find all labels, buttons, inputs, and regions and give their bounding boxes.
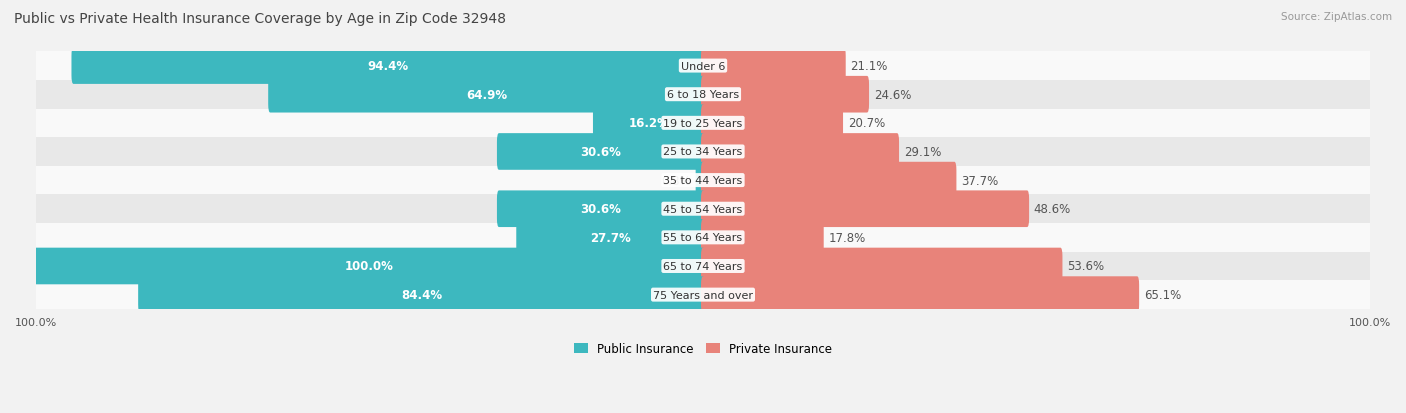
Text: 27.7%: 27.7% bbox=[591, 231, 631, 244]
Text: 25 to 34 Years: 25 to 34 Years bbox=[664, 147, 742, 157]
Text: 37.7%: 37.7% bbox=[962, 174, 998, 187]
FancyBboxPatch shape bbox=[702, 105, 844, 142]
FancyBboxPatch shape bbox=[702, 134, 898, 171]
FancyBboxPatch shape bbox=[593, 105, 704, 142]
FancyBboxPatch shape bbox=[34, 248, 704, 285]
Bar bbox=[37, 252, 1369, 280]
Text: 84.4%: 84.4% bbox=[401, 288, 441, 301]
FancyBboxPatch shape bbox=[702, 77, 869, 113]
Text: 94.4%: 94.4% bbox=[368, 60, 409, 73]
Text: 48.6%: 48.6% bbox=[1033, 203, 1071, 216]
Text: 53.6%: 53.6% bbox=[1067, 260, 1104, 273]
Text: 35 to 44 Years: 35 to 44 Years bbox=[664, 176, 742, 186]
FancyBboxPatch shape bbox=[72, 48, 704, 85]
Text: 24.6%: 24.6% bbox=[873, 88, 911, 102]
FancyBboxPatch shape bbox=[496, 191, 704, 228]
Bar bbox=[37, 195, 1369, 223]
FancyBboxPatch shape bbox=[696, 162, 704, 199]
Text: 45 to 54 Years: 45 to 54 Years bbox=[664, 204, 742, 214]
Text: 55 to 64 Years: 55 to 64 Years bbox=[664, 233, 742, 243]
Text: 20.7%: 20.7% bbox=[848, 117, 884, 130]
FancyBboxPatch shape bbox=[702, 162, 956, 199]
FancyBboxPatch shape bbox=[702, 191, 1029, 228]
Bar bbox=[37, 223, 1369, 252]
Text: 21.1%: 21.1% bbox=[851, 60, 887, 73]
Text: 30.6%: 30.6% bbox=[581, 146, 621, 159]
Bar bbox=[37, 81, 1369, 109]
Text: 75 Years and over: 75 Years and over bbox=[652, 290, 754, 300]
Bar bbox=[37, 280, 1369, 309]
Bar bbox=[37, 166, 1369, 195]
Text: 64.9%: 64.9% bbox=[465, 88, 508, 102]
FancyBboxPatch shape bbox=[496, 134, 704, 171]
Text: 65 to 74 Years: 65 to 74 Years bbox=[664, 261, 742, 271]
FancyBboxPatch shape bbox=[702, 48, 846, 85]
Bar bbox=[37, 138, 1369, 166]
FancyBboxPatch shape bbox=[702, 219, 824, 256]
Text: 30.6%: 30.6% bbox=[581, 203, 621, 216]
Text: Under 6: Under 6 bbox=[681, 62, 725, 71]
Text: 19 to 25 Years: 19 to 25 Years bbox=[664, 119, 742, 128]
Text: 65.1%: 65.1% bbox=[1144, 288, 1181, 301]
Text: 100.0%: 100.0% bbox=[344, 260, 394, 273]
Text: 16.2%: 16.2% bbox=[628, 117, 669, 130]
FancyBboxPatch shape bbox=[269, 77, 704, 113]
Legend: Public Insurance, Private Insurance: Public Insurance, Private Insurance bbox=[569, 337, 837, 360]
Text: 6 to 18 Years: 6 to 18 Years bbox=[666, 90, 740, 100]
FancyBboxPatch shape bbox=[516, 219, 704, 256]
Text: Public vs Private Health Insurance Coverage by Age in Zip Code 32948: Public vs Private Health Insurance Cover… bbox=[14, 12, 506, 26]
Text: 17.8%: 17.8% bbox=[828, 231, 866, 244]
Text: 29.1%: 29.1% bbox=[904, 146, 941, 159]
FancyBboxPatch shape bbox=[702, 248, 1063, 285]
Text: Source: ZipAtlas.com: Source: ZipAtlas.com bbox=[1281, 12, 1392, 22]
FancyBboxPatch shape bbox=[138, 277, 704, 313]
Bar bbox=[37, 109, 1369, 138]
Bar bbox=[37, 52, 1369, 81]
Text: 0.8%: 0.8% bbox=[661, 174, 690, 187]
FancyBboxPatch shape bbox=[702, 277, 1139, 313]
